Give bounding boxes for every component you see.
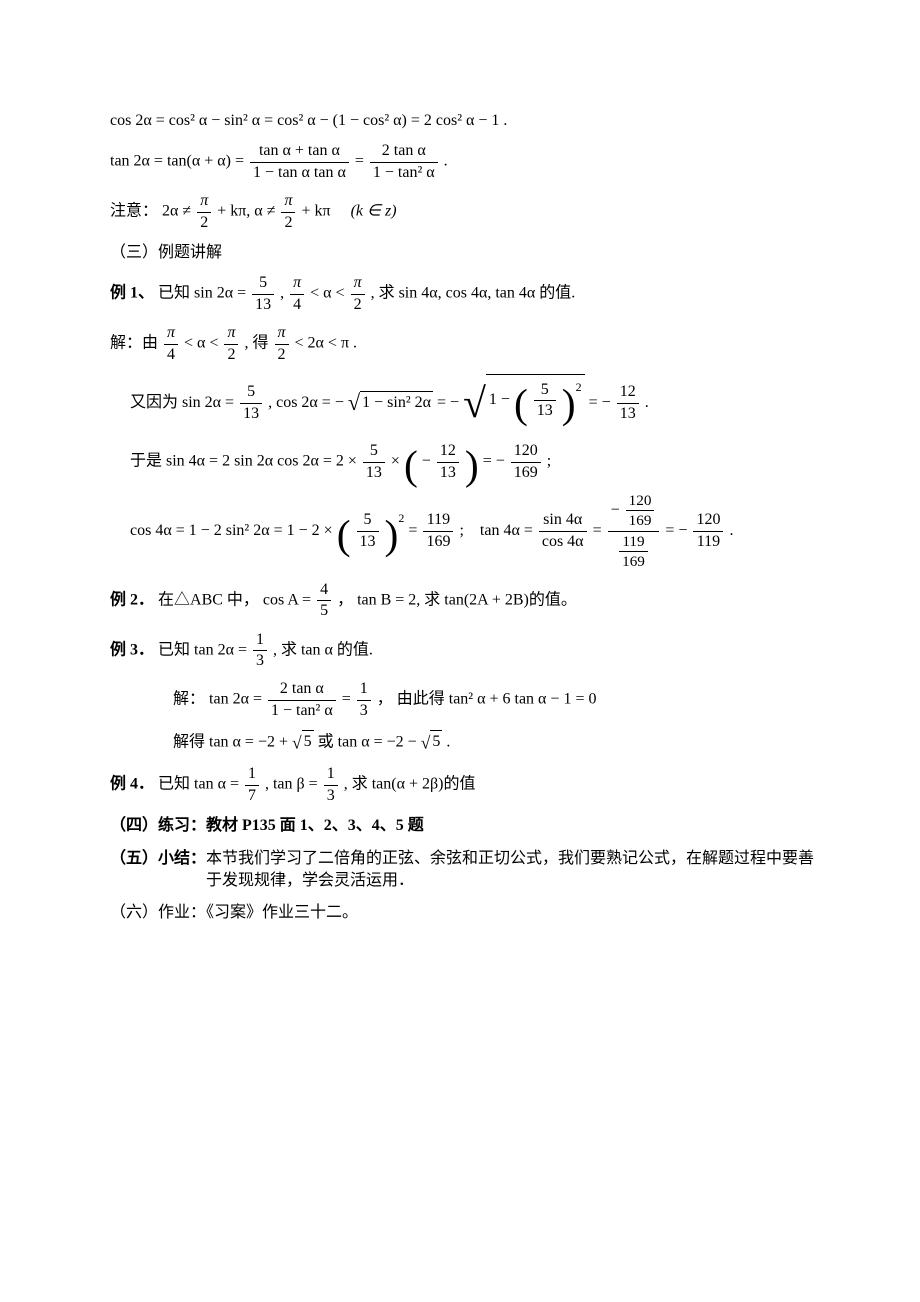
solution-1-line-2: 又因为 sin 2α = 5 13 , cos 2α = − √1 − sin²…	[110, 374, 820, 432]
example-label: 例 1、	[110, 285, 154, 302]
section-5-text: 本节我们学习了二倍角的正弦、余弦和正切公式，我们要熟记公式，在解题过程中要善于发…	[206, 848, 820, 893]
fraction: π 2	[224, 324, 238, 364]
solution-1-line-3: 于是 sin 4α = 2 sin 2α cos 2α = 2 × 5 13 ×…	[110, 442, 820, 482]
fraction: 2 tan α 1 − tan² α	[268, 680, 336, 720]
fraction: π 2	[197, 192, 211, 232]
note-domain: 注意： 2α ≠ π 2 + kπ, α ≠ π 2 + kπ (k ∈ z)	[110, 192, 820, 232]
section-4-practice: （四）练习：教材 P135 面 1、2、3、4、5 题	[110, 815, 820, 837]
example-2: 例 2． 在△ABC 中， cos A = 4 5 ， tan B = 2, 求…	[110, 581, 820, 621]
sqrt: √5	[292, 730, 314, 755]
section-6-homework: （六）作业：《习案》作业三十二。	[110, 902, 820, 924]
fraction: 119 169	[423, 511, 453, 551]
fraction: 1 7	[245, 765, 259, 805]
fraction: sin 4α cos 4α	[539, 511, 587, 551]
fraction: 5 13	[252, 274, 274, 314]
fraction: 4 5	[317, 581, 331, 621]
solution-1-line-4: cos 4α = 1 − 2 sin² 2α = 1 − 2 × ( 5 13 …	[110, 492, 820, 571]
fraction: π 2	[281, 192, 295, 232]
fraction: 5 13	[534, 381, 556, 421]
solution-1-line-1: 解：由 π 4 < α < π 2 , 得 π 2 < 2α < π .	[110, 324, 820, 364]
fraction: 12 13	[617, 383, 639, 423]
equation-tan2a: tan 2α = tan(α + α) = tan α + tan α 1 − …	[110, 142, 820, 182]
section-5-summary: （五）小结： 本节我们学习了二倍角的正弦、余弦和正切公式，我们要熟记公式，在解题…	[110, 848, 820, 893]
sqrt: √ 1 − ( 5 13 )2	[463, 374, 585, 432]
equation-cos2a: cos 2α = cos² α − sin² α = cos² α − (1 −…	[110, 110, 820, 132]
fraction: 2 tan α 1 − tan² α	[370, 142, 438, 182]
solution-3-line-2: 解得 tan α = −2 + √5 或 tan α = −2 − √5 .	[110, 730, 820, 755]
fraction: 120 119	[693, 511, 723, 551]
fraction: 1 3	[253, 631, 267, 671]
fraction: π 2	[351, 274, 365, 314]
fraction: 5 13	[363, 442, 385, 482]
sqrt: √1 − sin² 2α	[348, 387, 433, 418]
fraction: 120 169	[511, 442, 541, 482]
fraction: 1 3	[324, 765, 338, 805]
example-3: 例 3． 已知 tan 2α = 1 3 , 求 tan α 的值.	[110, 631, 820, 671]
fraction: 12 13	[437, 442, 459, 482]
fraction: 1 3	[357, 680, 371, 720]
fraction: π 2	[275, 324, 289, 364]
example-label: 例 2．	[110, 591, 154, 608]
sqrt: √5	[421, 730, 443, 755]
fraction: 5 13	[240, 383, 262, 423]
example-label: 例 3．	[110, 641, 154, 658]
fraction: tan α + tan α 1 − tan α tan α	[250, 142, 349, 182]
example-label: 例 4．	[110, 776, 154, 793]
fraction: 5 13	[357, 511, 379, 551]
solution-3-line-1: 解： tan 2α = 2 tan α 1 − tan² α = 1 3 ， 由…	[110, 680, 820, 720]
fraction: π 4	[164, 324, 178, 364]
nested-fraction: − 120 169 119 169	[608, 492, 660, 571]
equation-text: cos 2α = cos² α − sin² α = cos² α − (1 −…	[110, 112, 507, 129]
example-4: 例 4． 已知 tan α = 1 7 , tan β = 1 3 , 求 ta…	[110, 765, 820, 805]
fraction: π 4	[290, 274, 304, 314]
section-3-heading: （三）例题讲解	[110, 242, 820, 264]
example-1: 例 1、 已知 sin 2α = 5 13 , π 4 < α < π 2 , …	[110, 274, 820, 314]
section-5-label: （五）小结：	[110, 848, 206, 893]
